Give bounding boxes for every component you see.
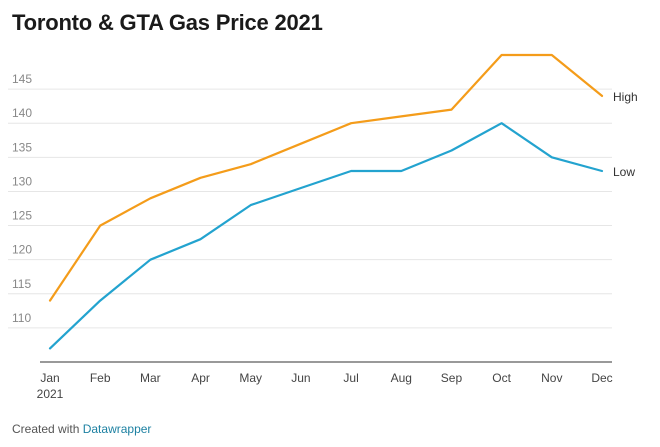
x-tick-label: Feb <box>90 371 111 385</box>
series-line-high <box>48 53 604 302</box>
series-label-high: High <box>613 90 638 104</box>
x-tick-year-label: 2021 <box>37 387 64 401</box>
x-axis: Jan Feb Mar Apr May Jun Jul Aug Sep Oct Nov Dec 2021 <box>37 361 613 401</box>
x-tick-label: Jan <box>40 371 59 385</box>
x-tick-label: May <box>239 371 262 385</box>
chart-title: Toronto & GTA Gas Price 2021 <box>12 10 323 35</box>
y-tick-label: 145 <box>12 72 32 86</box>
y-tick-label: 135 <box>12 140 32 154</box>
x-tick-label: Jun <box>291 371 310 385</box>
y-tick-label: 120 <box>12 243 32 257</box>
x-tick-label: Oct <box>492 371 511 385</box>
series-label-low: Low <box>613 165 635 179</box>
series-lines <box>48 53 604 350</box>
x-tick-label: Mar <box>140 371 161 385</box>
y-tick-label: 110 <box>12 311 31 325</box>
x-tick-label: Apr <box>191 371 210 385</box>
footer-credit: Created with Datawrapper <box>12 422 151 436</box>
footer-prefix: Created with <box>12 422 80 436</box>
y-tick-label: 115 <box>12 277 31 291</box>
gridlines <box>8 88 612 329</box>
y-tick-label: 130 <box>12 174 32 188</box>
x-tick-label: Sep <box>441 371 463 385</box>
series-labels: High Low <box>613 90 638 179</box>
series-line-low <box>48 122 604 350</box>
y-tick-label: 125 <box>12 209 32 223</box>
x-tick-label: Nov <box>541 371 562 385</box>
x-tick-label: Dec <box>591 371 612 385</box>
x-tick-label: Jul <box>343 371 358 385</box>
y-tick-label: 140 <box>12 106 32 120</box>
y-axis: 110 115 120 125 130 135 140 145 <box>12 72 32 325</box>
x-tick-label: Aug <box>391 371 412 385</box>
datawrapper-link[interactable]: Datawrapper <box>82 422 152 436</box>
